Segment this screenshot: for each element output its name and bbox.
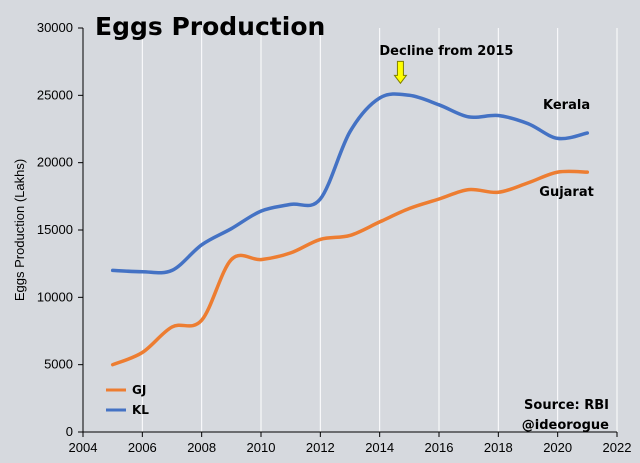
x-tick-label: 2006 (128, 440, 157, 455)
series-label-gujarat: Gujarat (539, 185, 594, 200)
source-note: Source: RBI (524, 398, 609, 413)
x-tick-label: 2018 (484, 440, 513, 455)
axes (78, 27, 618, 437)
author-handle: @ideorogue (522, 418, 609, 433)
x-tick-label: 2014 (365, 440, 394, 455)
tick-labels: 2004 2006 2008 2010 2012 2014 2016 2018 2020 2022… (37, 20, 632, 455)
x-tick-label: 2016 (425, 440, 454, 455)
y-tick-label: 0 (66, 424, 73, 439)
x-tick-label: 2008 (187, 440, 216, 455)
x-tick-label: 2022 (603, 440, 632, 455)
y-tick-label: 25000 (37, 87, 73, 102)
y-tick-label: 10000 (37, 289, 73, 304)
y-tick-label: 20000 (37, 155, 73, 170)
chart-title: Eggs Production (95, 12, 325, 41)
x-tick-label: 2010 (247, 440, 276, 455)
x-tick-label: 2012 (306, 440, 335, 455)
series-line-gj (110, 169, 590, 367)
y-axis-label: Eggs Production (Lakhs) (12, 159, 27, 301)
annotation-text: Decline from 2015 (379, 44, 513, 59)
legend: GJ KL (106, 383, 149, 417)
annotation: Decline from 2015 (379, 44, 513, 85)
series-lines (110, 92, 590, 367)
y-tick-label: 15000 (37, 222, 73, 237)
annotation-arrow-icon (393, 60, 408, 85)
series-label-kerala: Kerala (543, 98, 590, 113)
legend-label-kl: KL (132, 403, 149, 417)
x-tick-label: 2004 (69, 440, 98, 455)
y-tick-label: 5000 (44, 357, 73, 372)
series-line-kl (110, 92, 590, 275)
legend-label-gj: GJ (132, 383, 146, 397)
gridlines (141, 28, 618, 432)
x-tick-label: 2020 (543, 440, 572, 455)
y-tick-label: 30000 (37, 20, 73, 35)
